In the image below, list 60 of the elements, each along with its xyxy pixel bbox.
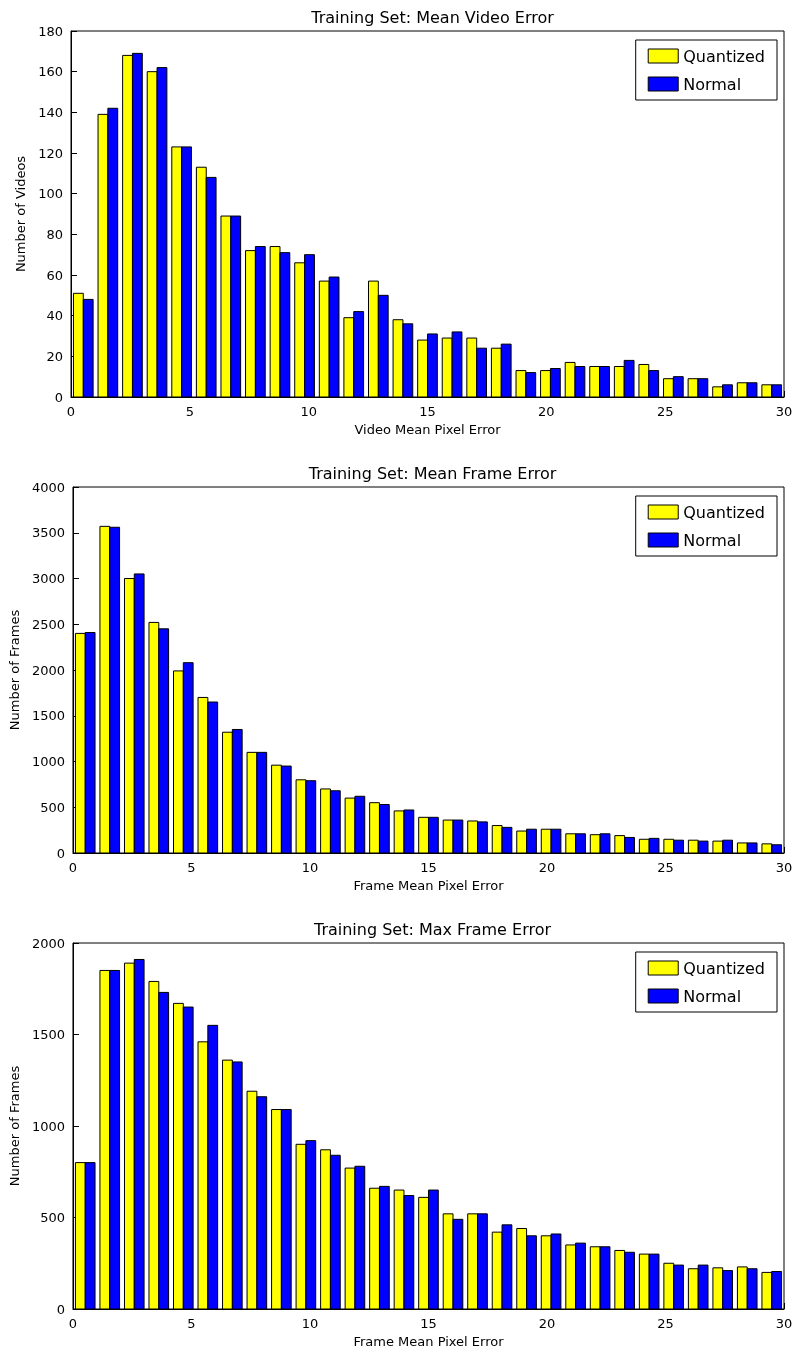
y-tick-label: 3500 bbox=[31, 525, 65, 541]
x-tick-label: 0 bbox=[68, 860, 78, 875]
x-axis-title: Frame Mean Pixel Error bbox=[353, 1333, 505, 1349]
x-tick-label: 25 bbox=[656, 404, 674, 419]
legend-label: Normal bbox=[683, 74, 742, 94]
y-tick-label: 2500 bbox=[31, 616, 65, 632]
x-tick-label: 20 bbox=[538, 404, 555, 419]
y-tick-label: 20 bbox=[46, 348, 63, 364]
y-axis-title: Number of Videos bbox=[13, 155, 29, 273]
y-tick-label: 80 bbox=[46, 226, 63, 242]
y-tick-label: 0 bbox=[56, 1301, 65, 1317]
x-tick-label: 0 bbox=[68, 1316, 78, 1331]
x-axis-title: Video Mean Pixel Error bbox=[354, 421, 502, 437]
x-tick-label: 30 bbox=[775, 1316, 793, 1331]
y-tick-label: 3000 bbox=[31, 571, 65, 586]
y-tick-label: 140 bbox=[38, 104, 63, 120]
y-tick-label: 0 bbox=[56, 845, 65, 861]
x-tick-label: 20 bbox=[538, 1316, 556, 1331]
legend-label: Quantized bbox=[683, 46, 765, 66]
y-tick-label: 100 bbox=[38, 186, 63, 202]
y-tick-label: 500 bbox=[40, 1210, 65, 1225]
y-tick-label: 120 bbox=[38, 145, 63, 161]
y-tick-label: 2000 bbox=[31, 662, 65, 678]
y-tick-label: 1500 bbox=[31, 1027, 65, 1042]
chart-title: Training Set: Mean Frame Error bbox=[307, 463, 557, 483]
legend-label: Normal bbox=[683, 530, 742, 550]
x-tick-label: 20 bbox=[538, 860, 556, 875]
y-tick-label: 40 bbox=[46, 308, 63, 324]
y-tick-label: 1000 bbox=[31, 754, 65, 769]
x-tick-label: 15 bbox=[420, 1316, 437, 1331]
chart-title: Training Set: Max Frame Error bbox=[312, 919, 552, 939]
x-tick-label: 15 bbox=[419, 404, 436, 419]
x-tick-label: 30 bbox=[775, 860, 793, 875]
x-tick-label: 5 bbox=[187, 1316, 196, 1331]
legend-label: Normal bbox=[683, 986, 742, 1006]
y-tick-label: 0 bbox=[54, 389, 63, 405]
x-tick-label: 5 bbox=[187, 860, 196, 875]
y-tick-label: 160 bbox=[38, 64, 63, 80]
y-tick-label: 180 bbox=[38, 23, 63, 39]
y-tick-label: 60 bbox=[46, 267, 63, 283]
x-tick-label: 10 bbox=[300, 404, 317, 419]
x-tick-label: 15 bbox=[420, 860, 437, 875]
x-tick-label: 5 bbox=[185, 404, 194, 419]
y-axis-title: Number of Frames bbox=[7, 1065, 22, 1187]
x-tick-label: 10 bbox=[301, 1316, 319, 1331]
y-tick-label: 1000 bbox=[31, 1118, 65, 1134]
legend-label: Quantized bbox=[683, 958, 765, 978]
y-tick-label: 4000 bbox=[31, 479, 65, 495]
chart-title: Training Set: Mean Video Error bbox=[310, 7, 555, 27]
x-tick-label: 25 bbox=[657, 860, 674, 875]
y-tick-label: 2000 bbox=[31, 935, 65, 951]
x-tick-label: 30 bbox=[775, 404, 793, 419]
x-tick-label: 25 bbox=[657, 1316, 674, 1331]
x-axis-title: Frame Mean Pixel Error bbox=[353, 877, 505, 893]
y-tick-label: 1500 bbox=[31, 708, 65, 724]
x-tick-label: 10 bbox=[301, 860, 319, 875]
x-tick-label: 0 bbox=[66, 404, 76, 419]
y-tick-label: 500 bbox=[40, 799, 65, 815]
y-axis-title: Number of Frames bbox=[7, 609, 22, 731]
legend-label: Quantized bbox=[683, 502, 765, 522]
